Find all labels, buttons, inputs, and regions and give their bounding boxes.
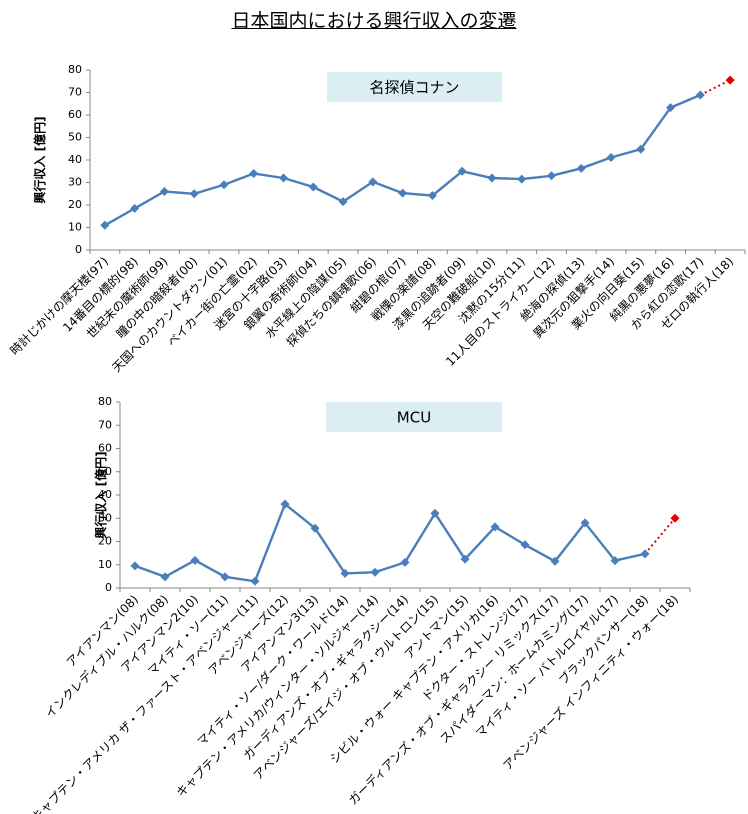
conan-y-axis-label: 興行収入 [億円] — [32, 116, 47, 203]
conan-data-point — [427, 191, 437, 201]
conan-data-point — [219, 180, 229, 190]
mcu-data-point — [490, 522, 500, 532]
conan-data-point — [546, 171, 556, 181]
mcu-ytick-label: 60 — [98, 442, 112, 455]
mcu-data-point — [610, 556, 620, 566]
mcu-ytick-label: 20 — [98, 535, 112, 548]
conan-data-point — [636, 144, 646, 154]
mcu-data-point — [520, 540, 530, 550]
conan-ytick-label: 0 — [75, 243, 82, 256]
conan-data-point — [130, 203, 140, 213]
conan-ytick-label: 40 — [68, 153, 82, 166]
mcu-forecast-line — [644, 517, 676, 555]
conan-forecast-line — [699, 79, 731, 96]
mcu-data-point — [340, 568, 350, 578]
mcu-data-point — [580, 518, 590, 528]
mcu-data-point — [370, 567, 380, 577]
mcu-ytick-label: 30 — [98, 511, 112, 524]
conan-data-point — [606, 153, 616, 163]
mcu-legend-label: MCU — [397, 409, 431, 427]
conan-ytick-label: 10 — [68, 221, 82, 234]
mcu-data-point — [430, 508, 440, 518]
mcu-legend-box — [326, 402, 502, 432]
conan-ytick-label: 60 — [68, 108, 82, 121]
conan-data-point — [398, 188, 408, 198]
mcu-series-line — [134, 502, 646, 583]
conan-data-point — [487, 173, 497, 183]
mcu-forecast-point — [670, 513, 680, 523]
conan-ytick-label: 70 — [68, 86, 82, 99]
conan-data-point — [457, 166, 467, 176]
mcu-data-point — [280, 499, 290, 509]
conan-ytick-label: 80 — [68, 63, 82, 76]
mcu-ytick-label: 10 — [98, 558, 112, 571]
mcu-data-point — [460, 554, 470, 564]
page-title: 日本国内における興行収入の変遷 — [231, 10, 517, 32]
conan-data-point — [189, 189, 199, 199]
conan-ytick-label: 30 — [68, 176, 82, 189]
mcu-data-point — [130, 561, 140, 571]
mcu-ytick-label: 50 — [98, 465, 112, 478]
mcu-data-point — [400, 557, 410, 567]
conan-ytick-label: 20 — [68, 198, 82, 211]
mcu-ytick-label: 40 — [98, 488, 112, 501]
conan-data-point — [368, 177, 378, 187]
mcu-data-point — [550, 556, 560, 566]
conan-data-point — [338, 197, 348, 207]
mcu-ytick-label: 70 — [98, 418, 112, 431]
mcu-ytick-label: 80 — [98, 395, 112, 408]
mcu-data-point — [310, 523, 320, 533]
mcu-data-point — [250, 576, 260, 586]
mcu-data-point — [160, 572, 170, 582]
conan-legend-box — [327, 72, 502, 102]
mcu-data-point — [640, 549, 650, 559]
conan-data-point — [159, 187, 169, 196]
conan-data-point — [279, 173, 289, 183]
conan-data-point — [517, 174, 527, 184]
conan-legend-label: 名探偵コナン — [369, 79, 459, 97]
conan-data-point — [249, 169, 259, 178]
conan-data-point — [695, 90, 705, 100]
conan-data-point — [666, 103, 676, 113]
conan-data-point — [100, 220, 110, 230]
mcu-data-point — [220, 572, 230, 582]
conan-forecast-point — [725, 75, 735, 85]
conan-data-point — [308, 182, 318, 192]
mcu-data-point — [190, 555, 200, 565]
mcu-ytick-label: 0 — [105, 581, 112, 594]
mcu-y-axis-label: 興行収入 [億円] — [93, 451, 108, 538]
conan-data-point — [576, 163, 586, 173]
conan-ytick-label: 50 — [68, 131, 82, 144]
